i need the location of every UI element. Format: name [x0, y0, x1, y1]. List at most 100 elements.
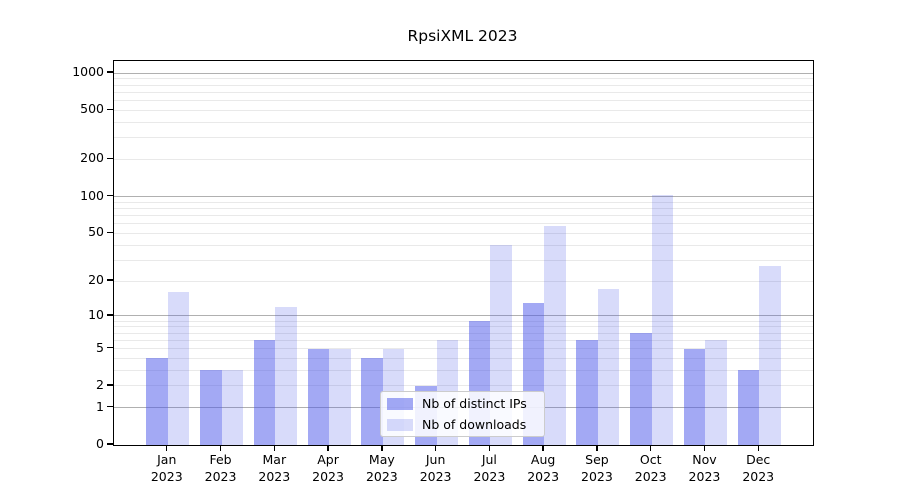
bar-aug-downloads: [544, 226, 566, 445]
y-tick-label-100: 100: [80, 187, 104, 203]
y-tick-label-200: 200: [80, 150, 104, 166]
x-tick-month-text: Feb: [209, 452, 232, 467]
x-tick-mark: [596, 445, 598, 451]
x-tick-month-text: Jan: [157, 452, 177, 467]
x-tick-label-aug: Aug 2023: [511, 451, 575, 485]
y-tick-mark: [106, 314, 113, 316]
x-tick-month-text: Oct: [639, 452, 662, 467]
gridline-minor: [114, 201, 813, 203]
bar-may-distinct-ips: [361, 358, 383, 445]
gridline-minor: [114, 99, 813, 101]
y-tick-mark: [106, 194, 113, 197]
gridline-minor: [114, 109, 813, 111]
x-tick-month-text: Nov: [692, 452, 717, 467]
gridline-major: [114, 315, 813, 317]
legend: Nb of distinct IPs Nb of downloads: [380, 391, 545, 437]
bar-apr-distinct-ips: [307, 348, 330, 445]
bar-jan-downloads: [167, 292, 190, 445]
x-tick-year-text: 2023: [312, 469, 344, 484]
x-tick-label-jul: Jul 2023: [457, 451, 521, 485]
gridline-minor: [114, 158, 813, 160]
x-tick-mark: [434, 445, 437, 451]
y-tick-mark: [106, 71, 113, 73]
x-tick-label-dec: Dec 2023: [726, 451, 790, 485]
y-tick-mark: [106, 443, 113, 445]
gridline-minor: [114, 259, 813, 261]
y-tick-label-1000: 1000: [72, 64, 104, 79]
y-tick-mark: [106, 279, 113, 281]
bar-oct-distinct-ips: [630, 333, 652, 445]
bar-mar-distinct-ips: [253, 340, 276, 445]
x-tick-year-text: 2023: [688, 469, 721, 484]
x-tick-label-nov: Nov 2023: [672, 451, 736, 485]
legend-swatch-downloads: [387, 418, 413, 431]
x-tick-label-jan: Jan 2023: [135, 451, 199, 485]
x-tick-label-apr: Apr 2023: [296, 451, 360, 485]
bar-sep-distinct-ips: [576, 340, 598, 445]
bar-nov-distinct-ips: [683, 348, 706, 445]
bar-dec-downloads: [759, 265, 781, 445]
x-tick-mark: [381, 445, 383, 451]
gridline-minor: [114, 78, 813, 80]
x-tick-mark: [542, 445, 544, 451]
y-tick-mark: [106, 346, 113, 349]
x-tick-month-text: Jul: [481, 452, 497, 467]
x-tick-month-text: Jun: [425, 452, 446, 467]
x-tick-mark: [273, 445, 275, 451]
gridline-minor: [114, 280, 813, 282]
bar-apr-downloads: [329, 348, 351, 445]
x-tick-mark: [757, 445, 759, 451]
y-tick-label-5: 5: [96, 339, 104, 355]
gridline-minor: [114, 214, 813, 216]
gridline-minor: [114, 348, 813, 350]
gridline-minor: [114, 357, 813, 359]
legend-swatch-distinct-ips: [387, 397, 413, 410]
x-tick-label-feb: Feb 2023: [189, 451, 253, 485]
gridline-minor: [114, 121, 813, 123]
y-tick-label-500: 500: [80, 101, 104, 117]
chart-title: RpsiXML 2023: [407, 27, 518, 45]
y-tick-label-0: 0: [96, 436, 104, 451]
gridline-minor: [114, 244, 813, 246]
x-tick-month-text: Apr: [317, 452, 339, 467]
x-tick-year-text: 2023: [634, 469, 667, 484]
x-tick-month-text: May: [368, 452, 395, 467]
x-tick-year-text: 2023: [473, 469, 506, 484]
x-tick-mark: [219, 445, 222, 451]
x-tick-label-sep: Sep 2023: [565, 451, 629, 485]
x-tick-month-text: Dec: [746, 452, 771, 467]
x-tick-mark: [649, 445, 652, 451]
bar-feb-downloads: [221, 370, 244, 445]
gridline-minor: [114, 84, 813, 86]
gridline-minor: [114, 320, 813, 322]
gridline-minor: [114, 232, 813, 234]
y-tick-mark: [106, 384, 113, 386]
gridline-minor: [114, 91, 813, 93]
plot-area: [113, 60, 814, 446]
x-tick-month-text: Mar: [262, 452, 287, 467]
gridline-minor: [114, 339, 813, 341]
x-tick-label-may: May 2023: [350, 451, 414, 485]
x-tick-year-text: 2023: [365, 469, 398, 484]
x-tick-year-text: 2023: [742, 469, 775, 484]
x-tick-mark: [703, 445, 706, 451]
bar-feb-distinct-ips: [200, 370, 222, 445]
y-tick-label-50: 50: [88, 224, 104, 240]
y-tick-mark: [106, 231, 113, 233]
x-tick-year-text: 2023: [258, 469, 291, 484]
y-tick-label-1: 1: [96, 398, 104, 414]
y-tick-label-10: 10: [88, 306, 104, 322]
x-tick-year-text: 2023: [527, 469, 560, 484]
gridline-major: [114, 72, 813, 74]
x-tick-mark: [166, 445, 168, 451]
gridline-minor: [114, 332, 813, 334]
bar-mar-downloads: [275, 306, 297, 445]
y-tick-mark: [106, 157, 113, 160]
bar-oct-downloads: [651, 194, 674, 445]
x-tick-mark: [488, 445, 491, 451]
x-tick-year-text: 2023: [419, 469, 452, 484]
gridline-minor: [114, 369, 813, 371]
bar-dec-distinct-ips: [737, 370, 760, 445]
x-tick-month-text: Sep: [585, 452, 609, 467]
bar-nov-downloads: [705, 340, 727, 445]
